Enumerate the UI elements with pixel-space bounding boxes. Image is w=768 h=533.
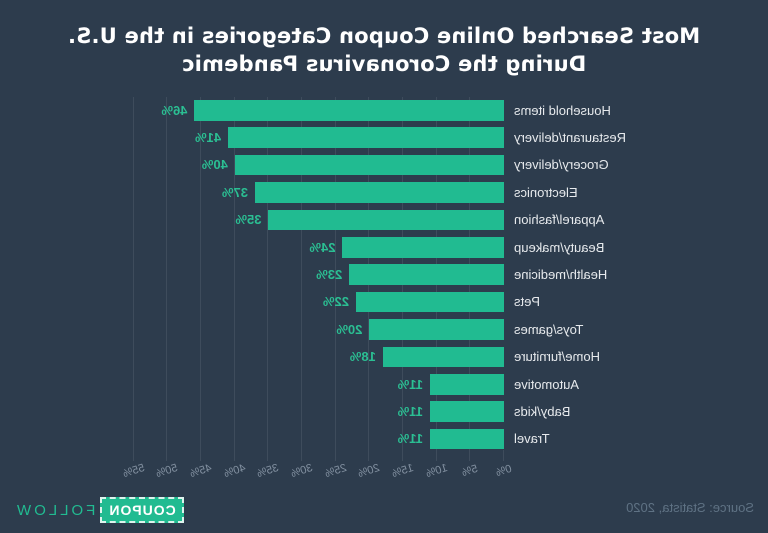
- axis-tick: [503, 450, 504, 461]
- value-label: 11%: [397, 431, 423, 447]
- bar: [429, 401, 504, 422]
- value-label: 11%: [397, 403, 423, 419]
- value-label: 37%: [221, 184, 248, 200]
- value-label: 40%: [201, 157, 228, 173]
- gridline: [200, 97, 202, 461]
- source-note: Source: Statista, 2020: [626, 500, 754, 515]
- bar: [228, 127, 504, 148]
- category-label: Grocery/delivery: [514, 157, 609, 173]
- category-label: Health/medicine: [514, 266, 608, 282]
- category-label: Apparel/fashion: [514, 212, 605, 228]
- bar: [234, 154, 504, 176]
- category-label: Baby/kids: [514, 403, 571, 419]
- bar: [255, 182, 504, 203]
- bar: [342, 237, 504, 258]
- value-label: 18%: [349, 349, 376, 365]
- category-label: Electronics: [514, 184, 578, 200]
- bar: [382, 346, 504, 368]
- value-label: 22%: [322, 294, 349, 310]
- value-label: 11%: [397, 376, 423, 392]
- category-label: Pets: [514, 294, 541, 310]
- value-label: 24%: [309, 239, 336, 255]
- value-label: 41%: [195, 129, 222, 145]
- value-label: 20%: [336, 321, 363, 337]
- gridline: [301, 97, 303, 461]
- category-label: Home/furniture: [514, 349, 600, 365]
- value-label: 35%: [235, 212, 262, 228]
- bar: [429, 428, 504, 450]
- bar: [268, 209, 504, 231]
- value-label: 46%: [161, 102, 188, 118]
- category-label: Restaurant/delivery: [514, 129, 626, 145]
- gridline: [132, 97, 134, 461]
- category-label: Travel: [514, 431, 550, 447]
- logo-coupon-box: COUPON: [100, 497, 184, 523]
- bar: [369, 319, 504, 340]
- category-label: Beauty/makeup: [514, 239, 605, 255]
- bar: [355, 291, 504, 313]
- gridline: [267, 97, 269, 461]
- category-label: Automotive: [514, 376, 580, 392]
- couponfollow-logo: COUPON FOLLOW: [14, 496, 184, 524]
- gridline: [166, 97, 168, 461]
- bar: [429, 374, 504, 395]
- bar: [194, 100, 504, 121]
- value-label: 23%: [316, 266, 343, 282]
- category-label: Household items: [514, 102, 611, 118]
- category-label: Toys/games: [514, 321, 584, 337]
- gridline: [233, 97, 235, 461]
- bar: [349, 264, 504, 285]
- logo-follow-text: FOLLOW: [14, 501, 96, 519]
